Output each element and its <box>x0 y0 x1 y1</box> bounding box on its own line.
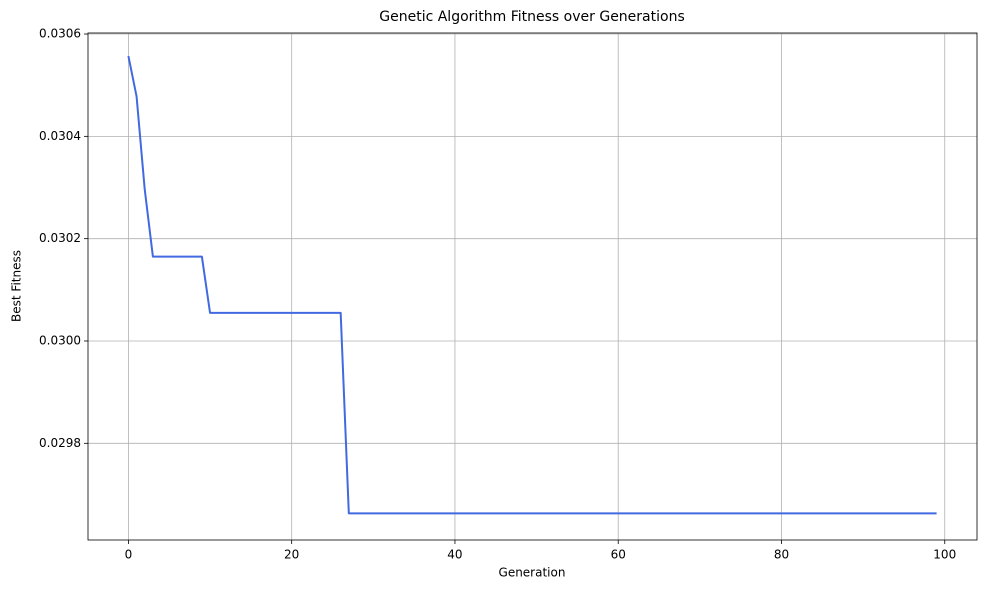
y-tick-label: 0.0298 <box>39 436 81 450</box>
x-tick-label: 80 <box>774 548 789 562</box>
y-axis-label: Best Fitness <box>10 250 24 322</box>
x-tick-label: 40 <box>447 548 462 562</box>
x-tick-label: 60 <box>611 548 626 562</box>
x-axis-label: Generation <box>499 566 566 580</box>
plot-frame <box>87 32 978 541</box>
x-tick-label: 20 <box>284 548 299 562</box>
x-tick-label: 100 <box>933 548 956 562</box>
y-tick-label: 0.0306 <box>39 27 81 41</box>
line <box>127 55 937 515</box>
x-tick-label: 0 <box>125 548 133 562</box>
y-tick-label: 0.0302 <box>39 231 81 245</box>
y-tick-label: 0.0300 <box>39 333 81 347</box>
y-tick-label: 0.0304 <box>39 129 81 143</box>
chart-title: Genetic Algorithm Fitness over Generatio… <box>379 9 685 25</box>
